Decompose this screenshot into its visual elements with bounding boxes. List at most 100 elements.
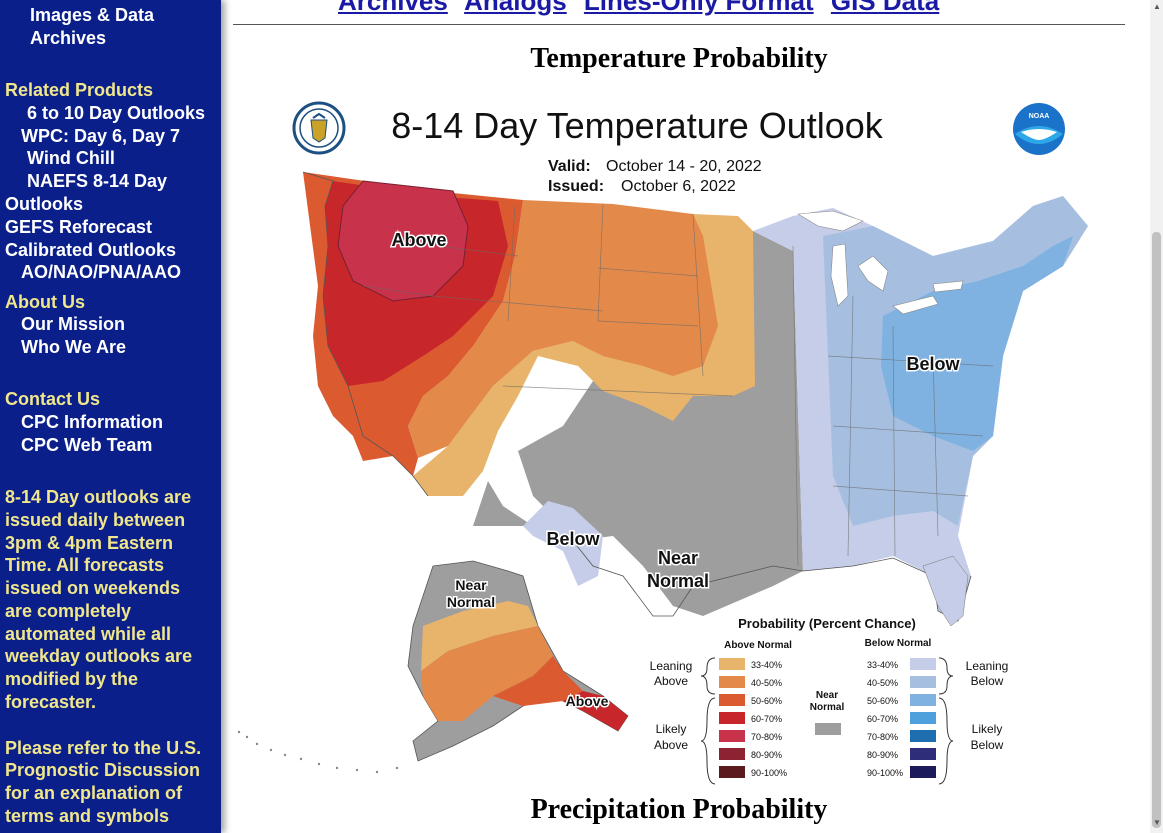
sidebar-text: Related Products (5, 80, 154, 100)
noaa-logo-text: NOAA (1029, 113, 1050, 120)
sidebar-link[interactable]: AO/NAO/PNA/AAO (21, 262, 182, 282)
sidebar-text: Please refer to the U.S. (5, 738, 202, 758)
noaa-logo: NOAA (1013, 103, 1065, 155)
lines-only-format-link[interactable]: Lines-Only Format (583, 0, 814, 16)
legend-above-swatch (719, 694, 745, 706)
legend-above-range: 80-90% (751, 750, 782, 760)
temperature-probability-heading: Temperature Probability (530, 43, 828, 74)
legend-above-swatch (719, 766, 745, 778)
sidebar-text: issued daily between (5, 510, 186, 530)
scroll-down-arrow-icon[interactable]: ▼ (1153, 818, 1161, 827)
sidebar-text: Contact Us (5, 389, 101, 409)
sidebar-link[interactable]: NAEFS 8-14 Day (27, 171, 168, 191)
legend-leaning-above-line2: Above (654, 674, 688, 688)
legend-below-header: Below Normal (865, 638, 932, 649)
legend-below-range: 90-100% (867, 768, 903, 778)
legend-below-range: 70-80% (867, 732, 898, 742)
legend-likely-below-line1: Likely (972, 722, 1003, 736)
below-east-label: Below (906, 354, 960, 374)
scroll-up-arrow-icon[interactable]: ▲ (1153, 2, 1161, 11)
gis-data-link[interactable]: GIS Data (830, 0, 940, 16)
legend-above-swatch (719, 748, 745, 760)
sidebar-link[interactable]: Our Mission (21, 314, 126, 334)
legend-above-swatch (719, 712, 745, 724)
legend-near-normal-swatch (815, 723, 841, 735)
sidebar-link[interactable]: Who We Are (21, 337, 127, 357)
main-content: Archives Analogs Lines-Only Format GIS D… (233, 0, 1128, 833)
legend-above-swatch (719, 658, 745, 670)
legend-above-range: 50-60% (751, 696, 782, 706)
legend-below-swatch (910, 712, 936, 724)
sidebar-text: 8-14 Day outlooks are (5, 487, 192, 507)
legend-below-swatch (910, 730, 936, 742)
alaska-above-label: Above (566, 693, 609, 709)
sidebar-text: terms and symbols (5, 806, 170, 826)
legend-leaning-below-line1: Leaning (966, 659, 1009, 673)
sidebar-text: automated while all (5, 624, 172, 644)
legend-above-range: 60-70% (751, 714, 782, 724)
sidebar-text: issued on weekends (5, 578, 181, 598)
map-title: 8-14 Day Temperature Outlook (391, 105, 884, 146)
legend-below-swatch (910, 748, 936, 760)
above-west-label: Above (391, 230, 446, 250)
legend-title: Probability (Percent Chance) (738, 616, 916, 631)
sidebar-text: are completely (5, 601, 132, 621)
alaska-near-label-line2: Normal (447, 594, 495, 610)
vertical-scrollbar[interactable]: ▲ ▼ (1150, 0, 1163, 833)
legend-likely-above-line2: Above (654, 738, 688, 752)
legend-above-swatch (719, 730, 745, 742)
sidebar-text: modified by the (5, 669, 139, 689)
sidebar-text: Time. All forecasts (5, 555, 165, 575)
legend-below-swatch (910, 694, 936, 706)
legend-below-range: 60-70% (867, 714, 898, 724)
sidebar-link[interactable]: CPC Web Team (21, 435, 153, 455)
sidebar-link[interactable]: Calibrated Outlooks (5, 240, 177, 260)
sidebar-nav: Images & Data Archives Related Products 6 t… (0, 0, 221, 833)
sidebar-link[interactable]: Outlooks (5, 194, 84, 214)
legend-below-range: 80-90% (867, 750, 898, 760)
issued-value: October 6, 2022 (621, 178, 736, 195)
sidebar-text: About Us (5, 292, 85, 312)
alaska-near-label-line1: Near (455, 577, 487, 593)
scroll-thumb[interactable] (1152, 232, 1161, 828)
conus-regions (302, 171, 1088, 627)
legend-near-normal-line2: Normal (810, 702, 845, 713)
legend-rows: 33-40% 33-40% 40-50% 40-50% 50-60% 50-60% 60-7… (719, 658, 936, 778)
sidebar-link[interactable]: GEFS Reforecast (5, 217, 153, 237)
legend-leaning-below-line2: Below (971, 674, 1004, 688)
sidebar-link[interactable]: WPC: Day 6, Day 7 (21, 126, 181, 146)
precipitation-probability-heading: Precipitation Probability (530, 794, 828, 825)
sidebar-link[interactable]: Wind Chill (27, 148, 115, 168)
sidebar-text: Prognostic Discussion (5, 760, 201, 780)
legend-above-range: 40-50% (751, 678, 782, 688)
legend-likely-below-line2: Below (971, 738, 1004, 752)
legend-likely-above-line1: Likely (656, 722, 687, 736)
archives-link[interactable]: Archives (338, 0, 448, 16)
divider (233, 24, 1125, 25)
legend-above-range: 33-40% (751, 660, 782, 670)
legend-below-range: 33-40% (867, 660, 898, 670)
near-normal-label-line1: Near (658, 548, 698, 568)
issued-label: Issued: (548, 178, 604, 195)
sidebar-text: 3pm & 4pm Eastern (5, 533, 174, 553)
alaska-regions (407, 560, 629, 762)
legend-leaning-above-line1: Leaning (650, 659, 693, 673)
sidebar-text: for an explanation of (5, 783, 183, 803)
legend-above-swatch (719, 676, 745, 688)
analogs-link[interactable]: Analogs (464, 0, 567, 16)
temperature-outlook-map[interactable]: NOAA 8-14 Day Temperature Outlook Valid:… (233, 96, 1125, 786)
legend-near-normal-line1: Near (816, 690, 838, 701)
legend-above-header: Above Normal (724, 640, 792, 651)
top-links: Archives Analogs Lines-Only Format GIS D… (338, 0, 949, 17)
doc-seal-logo (292, 101, 346, 155)
probability-legend: Probability (Percent Chance) Above Norma… (650, 616, 1009, 785)
sidebar-link[interactable]: 6 to 10 Day Outlooks (27, 103, 206, 123)
legend-below-swatch (910, 658, 936, 670)
legend-below-range: 40-50% (867, 678, 898, 688)
sidebar-link[interactable]: Archives (30, 28, 107, 48)
sidebar-text: weekday outlooks are (5, 646, 193, 666)
valid-label: Valid: (548, 158, 591, 175)
valid-value: October 14 - 20, 2022 (606, 158, 762, 175)
sidebar-link[interactable]: Images & Data (30, 5, 155, 25)
sidebar-link[interactable]: CPC Information (21, 412, 163, 432)
